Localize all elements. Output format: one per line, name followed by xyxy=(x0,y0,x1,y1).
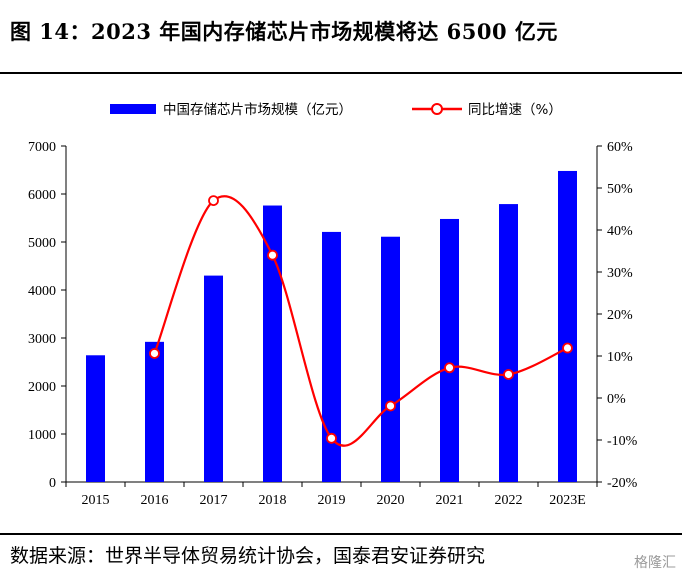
right-axis-tick-label: 0% xyxy=(607,392,626,407)
left-axis-tick-label: 5000 xyxy=(28,236,56,251)
x-axis-tick-label: 2022 xyxy=(495,493,523,508)
source-rule xyxy=(0,533,682,535)
bar xyxy=(263,205,282,482)
left-axis-tick-label: 0 xyxy=(49,476,56,491)
left-axis-tick-label: 4000 xyxy=(28,284,56,299)
growth-point xyxy=(503,369,514,380)
right-axis-tick-label: -20% xyxy=(607,476,638,491)
right-axis-tick-label: 50% xyxy=(607,182,633,197)
bar-series xyxy=(86,170,577,482)
bar xyxy=(558,170,577,482)
right-axis-tick-label: 10% xyxy=(607,350,633,365)
growth-point xyxy=(444,362,455,374)
bar xyxy=(86,355,105,482)
right-axis-tick-label: -10% xyxy=(607,434,638,449)
growth-point xyxy=(385,400,396,412)
x-axis-tick-label: 2019 xyxy=(318,493,346,508)
bar xyxy=(440,218,459,482)
axes: 0 1000 2000 3000 4000 5000 6000 7000 -20% -10% 0% 1… xyxy=(28,140,638,508)
left-axis-tick-label: 3000 xyxy=(28,332,56,347)
bar xyxy=(145,341,164,482)
left-axis-tick-label: 7000 xyxy=(28,140,56,155)
x-axis-tick-label: 2020 xyxy=(377,493,405,508)
right-axis-tick-label: 20% xyxy=(607,308,633,323)
bar xyxy=(381,236,400,482)
growth-point xyxy=(149,348,160,359)
legend: 中国存储芯片市场规模（亿元） 同比增速（%） xyxy=(110,101,562,118)
growth-line-series xyxy=(149,195,573,447)
right-axis-tick-label: 40% xyxy=(607,224,633,239)
left-axis-tick-label: 6000 xyxy=(28,188,56,203)
growth-point xyxy=(562,342,573,354)
x-axis-tick-label: 2018 xyxy=(259,493,287,508)
growth-point xyxy=(208,195,219,206)
left-axis-tick-label: 1000 xyxy=(28,428,56,443)
left-axis-tick-label: 2000 xyxy=(28,380,56,395)
bar xyxy=(499,204,518,482)
legend-bar-swatch xyxy=(110,104,156,114)
source-note: 数据来源：世界半导体贸易统计协会，国泰君安证券研究 xyxy=(10,545,486,567)
bar xyxy=(204,275,223,482)
right-axis-tick-label: 60% xyxy=(607,140,633,155)
title-rule xyxy=(0,72,682,74)
legend-line-marker xyxy=(431,103,443,115)
growth-point xyxy=(267,249,278,261)
x-axis-tick-label: 2015 xyxy=(82,493,110,508)
x-axis-tick-label: 2016 xyxy=(141,493,169,508)
x-axis-tick-label: 2023E xyxy=(549,493,586,508)
x-axis-tick-label: 2021 xyxy=(436,493,464,508)
right-axis-tick-label: 30% xyxy=(607,266,633,281)
chart: 中国存储芯片市场规模（亿元） 同比增速（%） 0 1000 2000 3000 4000… xyxy=(28,101,638,508)
bar xyxy=(322,231,341,482)
watermark: 格隆汇 xyxy=(634,555,676,571)
legend-bar-label: 中国存储芯片市场规模（亿元） xyxy=(163,101,352,118)
growth-point xyxy=(326,432,337,444)
legend-line-label: 同比增速（%） xyxy=(468,102,562,118)
x-axis-tick-label: 2017 xyxy=(200,493,228,508)
figure-title: 图 14：2023 年国内存储芯片市场规模将达 6500 亿元 xyxy=(10,19,558,44)
